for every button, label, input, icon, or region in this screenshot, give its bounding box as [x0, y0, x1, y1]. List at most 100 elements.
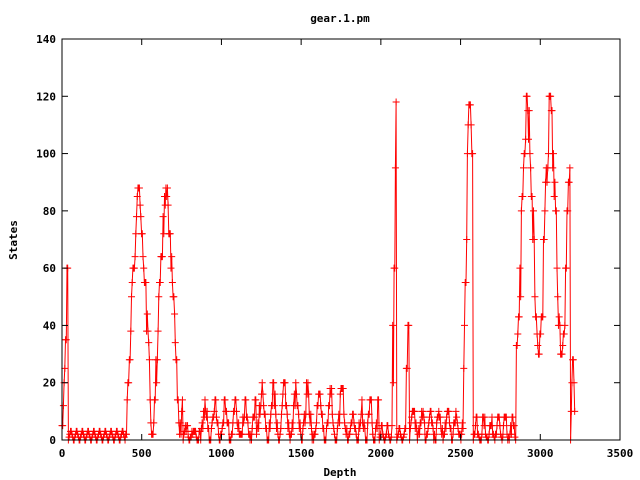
x-axis-label: Depth — [323, 466, 356, 479]
data-point — [140, 264, 148, 272]
data-point — [305, 390, 313, 398]
data-point — [270, 379, 278, 387]
data-point — [357, 410, 365, 418]
data-point — [511, 433, 519, 441]
y-tick-label: 40 — [43, 319, 56, 332]
data-point — [415, 425, 423, 433]
data-point — [139, 253, 147, 261]
data-point — [458, 430, 466, 438]
data-point — [524, 135, 532, 143]
data-point — [271, 390, 279, 398]
data-point — [352, 430, 360, 438]
data-point — [367, 396, 375, 404]
data-point — [553, 264, 561, 272]
data-point — [330, 430, 338, 438]
data-point — [516, 264, 524, 272]
data-point — [346, 430, 354, 438]
data-point — [541, 207, 549, 215]
data-point — [158, 253, 166, 261]
data-point — [198, 419, 206, 427]
data-point — [281, 379, 289, 387]
data-point — [540, 236, 548, 243]
data-point — [294, 402, 302, 410]
data-point — [388, 422, 396, 430]
data-point — [119, 427, 127, 435]
data-point — [340, 410, 348, 418]
data-point — [276, 430, 284, 438]
data-point — [122, 430, 130, 438]
data-point — [323, 425, 331, 433]
data-point — [429, 425, 437, 433]
data-point — [433, 419, 441, 427]
data-point — [328, 410, 336, 418]
data-point — [244, 419, 252, 427]
data-point — [531, 293, 539, 301]
x-tick-label: 3500 — [607, 447, 634, 460]
data-point — [184, 422, 192, 430]
data-point — [312, 425, 320, 433]
data-point — [452, 407, 460, 415]
data-point — [196, 427, 204, 435]
data-point — [279, 390, 287, 398]
data-point — [510, 422, 518, 430]
data-point — [431, 430, 439, 438]
data-point — [548, 107, 556, 115]
data-point — [156, 278, 164, 286]
data-point — [178, 407, 186, 415]
data-point — [159, 213, 167, 221]
data-point — [569, 356, 577, 364]
data-point — [62, 336, 70, 344]
data-point — [543, 178, 551, 186]
data-point — [529, 207, 537, 215]
data-point — [287, 430, 295, 438]
data-point — [153, 379, 161, 387]
data-point — [550, 193, 558, 201]
data-point — [517, 293, 525, 301]
data-point — [270, 402, 278, 410]
data-point — [558, 350, 566, 358]
data-point — [537, 330, 545, 338]
data-point — [289, 425, 297, 433]
data-point — [389, 379, 397, 387]
data-point — [435, 407, 443, 415]
data-point — [375, 396, 383, 404]
data-point — [528, 193, 536, 201]
x-tick-label: 2500 — [447, 447, 474, 460]
data-point — [462, 278, 470, 286]
data-point — [389, 321, 397, 329]
data-point — [469, 150, 477, 158]
data-point — [182, 427, 190, 435]
data-point — [210, 407, 218, 415]
data-point — [136, 201, 144, 209]
data-point — [163, 193, 171, 201]
data-point — [311, 430, 319, 438]
data-point — [273, 419, 281, 427]
data-point — [336, 390, 344, 398]
data-point — [333, 425, 341, 433]
data-point — [232, 407, 240, 415]
y-axis-label: States — [7, 220, 20, 260]
data-point — [460, 364, 468, 372]
data-point — [166, 230, 174, 238]
x-tick-label: 0 — [59, 447, 66, 460]
data-point — [149, 430, 157, 438]
data-point — [133, 193, 141, 201]
data-point — [453, 413, 461, 421]
data-point — [317, 402, 325, 410]
data-point — [228, 430, 236, 438]
data-point — [304, 379, 312, 387]
data-point — [306, 419, 314, 427]
data-point — [384, 430, 392, 438]
data-point — [218, 425, 226, 433]
data-point — [292, 390, 300, 398]
data-point — [419, 407, 427, 415]
data-point — [339, 384, 347, 392]
data-point — [144, 327, 152, 335]
data-point — [507, 430, 515, 438]
y-tick-label: 0 — [49, 434, 56, 447]
data-point — [423, 430, 431, 438]
data-point — [150, 419, 158, 427]
data-point — [252, 396, 260, 404]
x-tick-label: 500 — [132, 447, 152, 460]
data-point — [59, 402, 67, 410]
